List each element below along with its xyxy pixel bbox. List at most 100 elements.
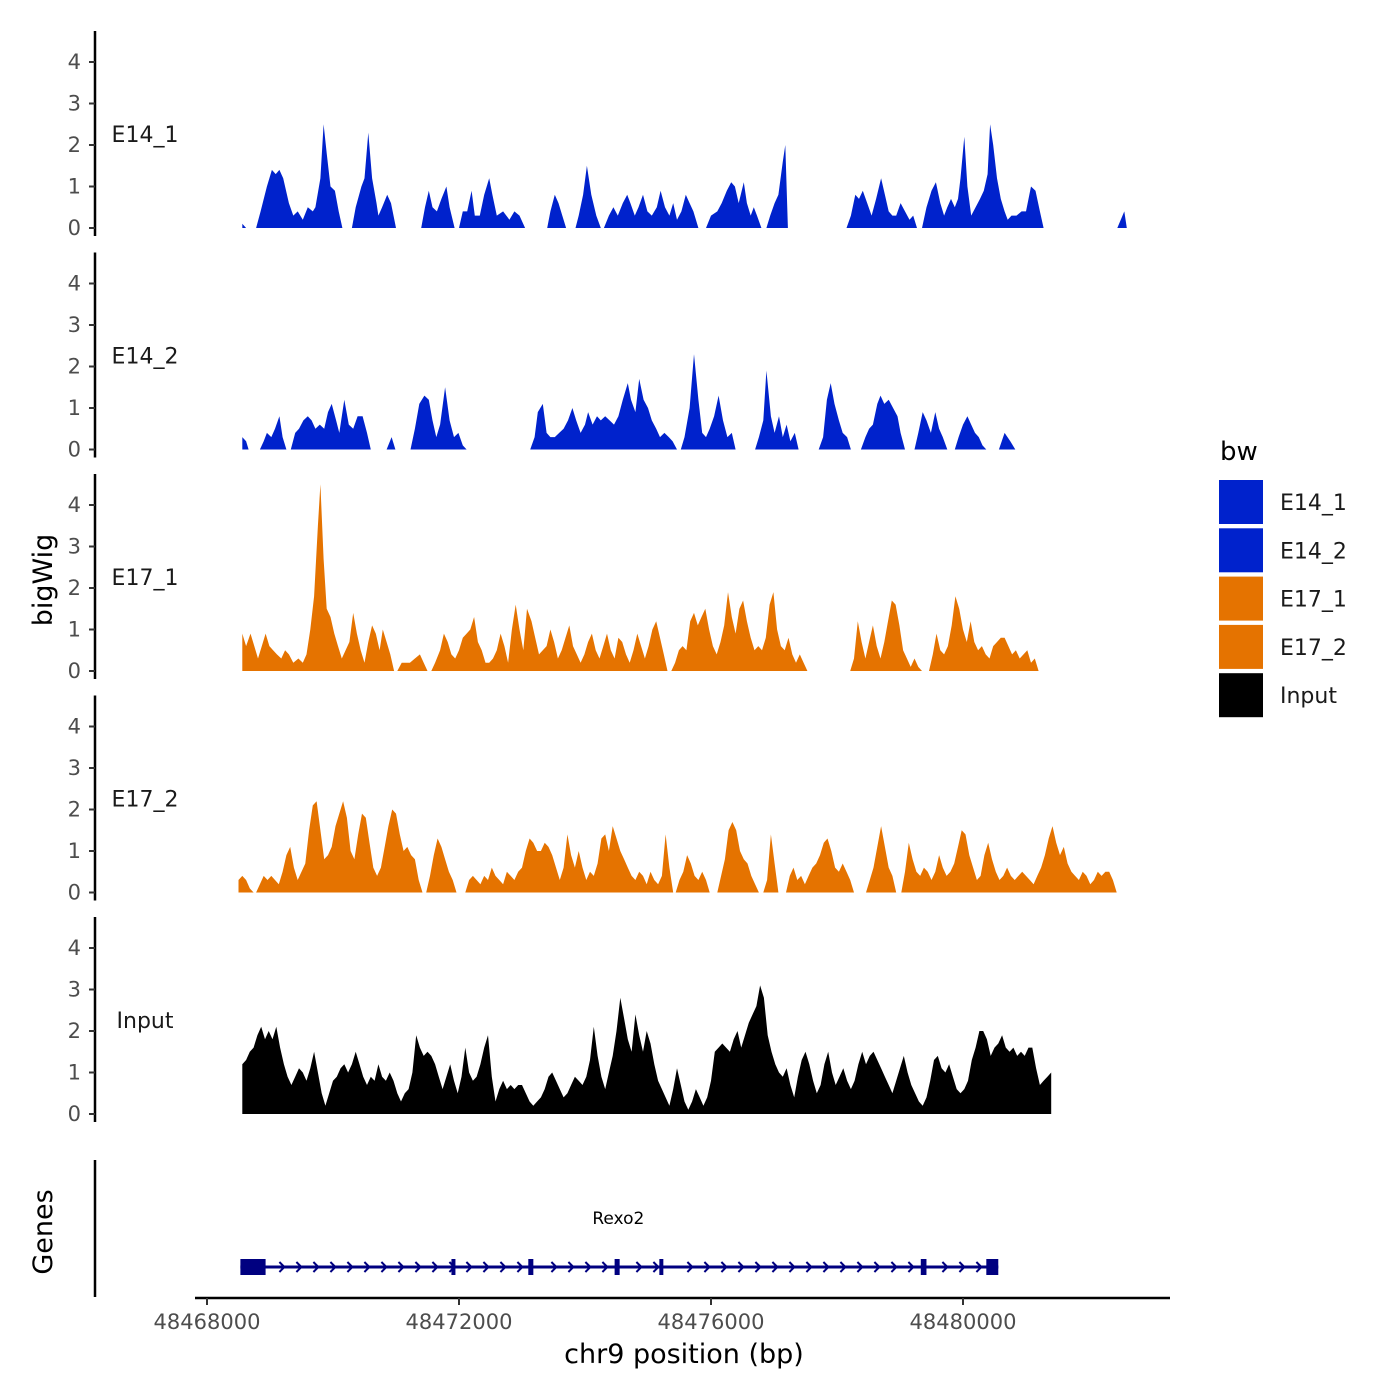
signal-area <box>410 387 467 450</box>
y-tick-label: 1 <box>68 175 81 199</box>
signal-area <box>850 600 922 671</box>
y-tick-label: 0 <box>68 881 81 905</box>
strand-arrow <box>465 1261 473 1273</box>
signal-area <box>351 132 396 228</box>
track-Input: 0 1 2 3 4 Input <box>68 917 1052 1126</box>
signal-area <box>242 484 395 671</box>
genes-panel: Rexo2 <box>93 1160 999 1297</box>
signal-area <box>421 186 455 228</box>
strand-arrow <box>499 1261 507 1273</box>
signal-area <box>860 395 905 450</box>
strand-arrow <box>567 1261 575 1273</box>
track-E14_2: 0 1 2 3 4 E14_2 <box>68 252 1016 462</box>
signal-area <box>922 124 1044 228</box>
track-label: E14_1 <box>112 123 179 148</box>
strand-arrow <box>788 1261 796 1273</box>
track-label: E14_2 <box>112 345 179 370</box>
signal-area <box>386 437 396 450</box>
signal-area <box>465 826 674 893</box>
signal-area <box>954 416 987 450</box>
legend-label: E17_2 <box>1280 636 1347 661</box>
signal-area <box>866 826 897 893</box>
legend-label: E14_1 <box>1280 491 1347 516</box>
legend-swatch <box>1219 528 1263 573</box>
x-tick-label: 48480000 <box>910 1310 1017 1334</box>
strand-arrow <box>635 1261 643 1273</box>
strand-arrow <box>278 1261 286 1273</box>
signal-area <box>547 194 567 228</box>
gene-exon <box>528 1259 534 1275</box>
y-axis-title: bigWig <box>28 534 59 627</box>
strand-arrow <box>686 1261 694 1273</box>
strand-arrow <box>516 1261 524 1273</box>
signal-area <box>901 826 1117 893</box>
y-tick-label: 2 <box>68 355 81 379</box>
y-tick-label: 2 <box>68 798 81 822</box>
signal-area <box>530 378 677 450</box>
legend-swatch <box>1219 673 1263 718</box>
signal-area <box>717 822 759 893</box>
strand-arrow <box>737 1261 745 1273</box>
signal-area <box>914 412 948 450</box>
strand-arrow <box>805 1261 813 1273</box>
strand-arrow <box>771 1261 779 1273</box>
strand-arrow <box>907 1261 915 1273</box>
y-tick-label: 3 <box>68 756 81 780</box>
signal-area <box>290 399 371 450</box>
track-E17_1: 0 1 2 3 4 E17_1 <box>68 474 1039 683</box>
strand-arrow <box>312 1261 320 1273</box>
y-tick-label: 1 <box>68 396 81 420</box>
y-tick-label: 1 <box>68 1061 81 1085</box>
gene-exon <box>920 1259 927 1275</box>
strand-arrow <box>550 1261 558 1273</box>
legend-label: E14_2 <box>1280 539 1347 564</box>
signal-area <box>675 855 710 893</box>
strand-arrow <box>397 1261 405 1273</box>
signal-area <box>431 604 668 671</box>
strand-arrow <box>856 1261 864 1273</box>
strand-arrow <box>703 1261 711 1273</box>
signal-area <box>256 124 343 228</box>
signal-area <box>575 165 601 228</box>
track-E14_1: 0 1 2 3 4 E14_1 <box>68 31 1127 240</box>
signal-area <box>680 354 736 450</box>
signal-area <box>766 145 788 228</box>
y-tick-label: 1 <box>68 618 81 642</box>
gene-exon <box>451 1259 456 1275</box>
strand-arrow <box>363 1261 371 1273</box>
y-tick-label: 0 <box>68 216 81 240</box>
y-tick-label: 3 <box>68 978 81 1002</box>
gene-name-label: Rexo2 <box>592 1209 644 1229</box>
y-tick-label: 4 <box>68 272 81 296</box>
gene-exon <box>614 1259 620 1275</box>
signal-area <box>397 654 428 671</box>
gene-Rexo2: Rexo2 <box>240 1209 999 1275</box>
track-E17_2: 0 1 2 3 4 E17_2 <box>68 695 1117 905</box>
gene-exon <box>986 1259 999 1275</box>
strand-arrow <box>873 1261 881 1273</box>
track-label: E17_1 <box>112 566 179 591</box>
y-tick-label: 4 <box>68 936 81 960</box>
strand-arrow <box>295 1261 303 1273</box>
strand-arrow <box>958 1261 966 1273</box>
signal-area <box>426 838 457 893</box>
y-tick-label: 0 <box>68 659 81 683</box>
gene-exon <box>659 1259 664 1275</box>
signal-area <box>755 370 799 450</box>
y-tick-label: 4 <box>68 50 81 74</box>
signal-area <box>786 838 854 893</box>
strand-arrow <box>941 1261 949 1273</box>
signal-area <box>459 178 526 228</box>
y-tick-label: 1 <box>68 839 81 863</box>
signal-area <box>846 178 917 228</box>
signal-area <box>238 875 254 893</box>
strand-arrow <box>652 1261 660 1273</box>
strand-arrow <box>584 1261 592 1273</box>
signal-area <box>929 596 1039 671</box>
strand-arrow <box>482 1261 490 1273</box>
x-tick-label: 48468000 <box>154 1310 261 1334</box>
strand-arrow <box>329 1261 337 1273</box>
signal-area <box>998 432 1016 450</box>
y-tick-label: 4 <box>68 715 81 739</box>
